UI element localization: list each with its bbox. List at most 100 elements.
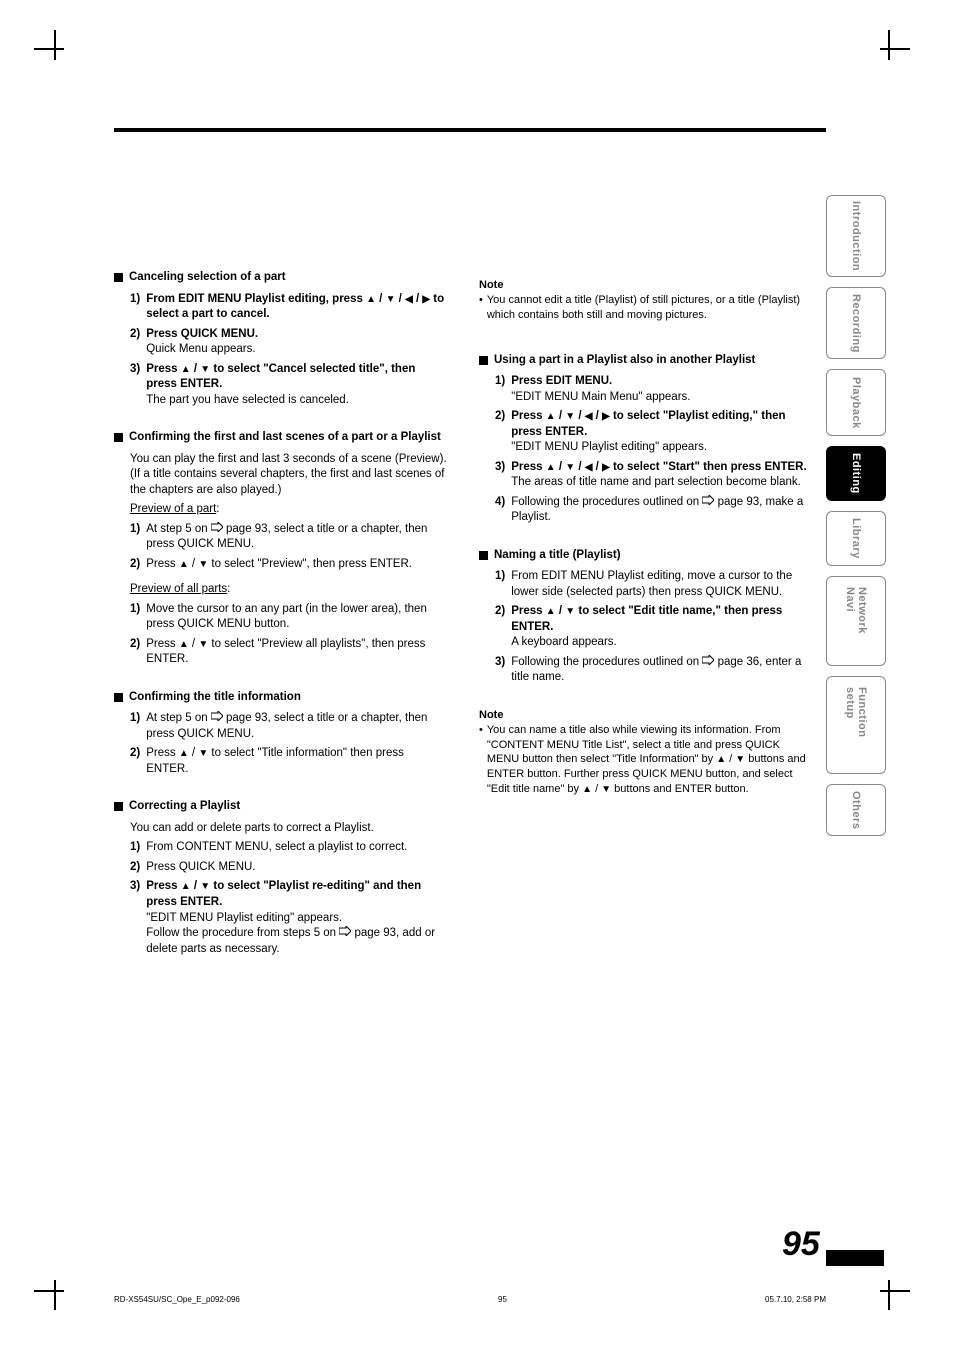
tab-label: Network Navi: [844, 587, 868, 655]
footer-left: RD-XS54SU/SC_Ope_E_p092-096: [114, 1295, 240, 1304]
tab-others[interactable]: Others: [826, 784, 886, 836]
section-confirm-scenes: Confirming the first and last scenes of …: [114, 430, 449, 668]
page-number: 95: [782, 1225, 820, 1264]
tab-library[interactable]: Library: [826, 511, 886, 566]
step-number: 4): [495, 495, 505, 526]
colon: :: [216, 503, 219, 515]
note-heading: Note: [479, 278, 814, 293]
section-naming-title: Naming a title (Playlist) 1) From EDIT M…: [479, 548, 814, 686]
step-number: 1): [495, 374, 505, 405]
step-detail: Quick Menu appears.: [146, 343, 255, 355]
tab-label: Others: [850, 791, 862, 829]
step-detail: A keyboard appears.: [511, 636, 617, 648]
section-cancel-selection: Canceling selection of a part 1) From ED…: [114, 270, 449, 408]
thumb-index: [826, 1250, 884, 1266]
tab-label: Recording: [850, 294, 862, 353]
step-number: 1): [130, 711, 140, 742]
footer-right: 05.7.10, 2:58 PM: [765, 1295, 826, 1304]
page-ref-icon: [339, 926, 351, 936]
step-detail: "EDIT MENU Playlist editing" appears.: [146, 912, 342, 924]
step-text: Following the procedures outlined on: [511, 656, 702, 668]
step-number: 2): [495, 409, 505, 456]
tab-playback[interactable]: Playback: [826, 369, 886, 436]
sub-heading: Preview of all parts: [130, 583, 227, 595]
section-title: Naming a title (Playlist): [494, 548, 621, 564]
step-text: Press: [511, 605, 546, 617]
colon: :: [227, 583, 230, 595]
step-text: Press: [146, 880, 181, 892]
step-text: Move the cursor to an any part (in the l…: [146, 602, 449, 633]
note-text: You can name a title also while viewing …: [487, 723, 814, 797]
step-number: 3): [130, 879, 140, 957]
step-text: From EDIT MENU Playlist editing, move a …: [511, 569, 814, 600]
footer-center: 95: [498, 1295, 507, 1304]
footer: RD-XS54SU/SC_Ope_E_p092-096 95 05.7.10, …: [114, 1295, 826, 1304]
step-number: 2): [130, 557, 140, 573]
left-column: Canceling selection of a part 1) From ED…: [114, 270, 449, 979]
tab-editing[interactable]: Editing: [826, 446, 886, 501]
section-title: Using a part in a Playlist also in anoth…: [494, 353, 755, 369]
arrow-keys-icon: ▲ / ▼: [181, 363, 210, 375]
bullet-icon: [114, 433, 123, 442]
arrow-keys-icon: ▲ / ▼: [181, 880, 210, 892]
step-number: 2): [130, 327, 140, 358]
tab-network-navi[interactable]: Network Navi: [826, 576, 886, 666]
tab-recording[interactable]: Recording: [826, 287, 886, 359]
step-number: 3): [130, 362, 140, 409]
step-text: Press QUICK MENU.: [146, 860, 449, 876]
step-text: From EDIT MENU Playlist editing, press: [146, 293, 366, 305]
bullet-icon: [479, 551, 488, 560]
bullet-dot: •: [479, 723, 483, 797]
step-number: 1): [130, 602, 140, 633]
step-text: At step 5 on: [146, 712, 211, 724]
step-number: 2): [495, 604, 505, 651]
page-ref-icon: [702, 495, 714, 505]
step-text: Press: [511, 410, 546, 422]
section-para: You can play the first and last 3 second…: [114, 452, 449, 499]
step-text: Press: [146, 747, 179, 759]
section-confirm-title-info: Confirming the title information 1) At s…: [114, 690, 449, 778]
section-correct-playlist: Correcting a Playlist You can add or del…: [114, 799, 449, 957]
section-title: Confirming the first and last scenes of …: [129, 430, 441, 446]
section-para: You can add or delete parts to correct a…: [114, 821, 449, 837]
step-text: to select "Preview", then press ENTER.: [208, 558, 412, 570]
section-title: Correcting a Playlist: [129, 799, 240, 815]
arrow-keys-icon: ▲ / ▼ / ◀ / ▶: [366, 293, 430, 305]
step-number: 2): [130, 746, 140, 777]
page-ref-icon: [211, 522, 223, 532]
tab-label: Library: [850, 518, 862, 559]
right-column: Note • You cannot edit a title (Playlist…: [479, 270, 814, 979]
arrow-keys-icon: ▲ / ▼ / ◀ / ▶: [546, 410, 610, 422]
step-detail: Follow the procedure from steps 5 on: [146, 927, 339, 939]
note-heading: Note: [479, 708, 814, 723]
side-tabs: Introduction Recording Playback Editing Libr…: [826, 195, 886, 846]
arrow-keys-icon: ▲ / ▼ / ◀ / ▶: [546, 461, 610, 473]
step-text: Press: [146, 558, 179, 570]
bullet-icon: [479, 356, 488, 365]
step-text: Press EDIT MENU.: [511, 375, 612, 387]
step-text: Press: [146, 638, 179, 650]
step-detail: The areas of title name and part selecti…: [511, 476, 801, 488]
arrow-keys-icon: ▲ / ▼: [179, 558, 208, 570]
section-title: Canceling selection of a part: [129, 270, 286, 286]
tab-function-setup[interactable]: Function setup: [826, 676, 886, 774]
step-detail: "EDIT MENU Main Menu" appears.: [511, 391, 690, 403]
section-title: Confirming the title information: [129, 690, 301, 706]
step-number: 1): [130, 840, 140, 856]
step-text: to select "Start" then press ENTER.: [610, 461, 807, 473]
sub-heading: Preview of a part: [130, 503, 216, 515]
step-number: 3): [495, 655, 505, 686]
arrow-keys-icon: ▲ / ▼: [546, 605, 575, 617]
section-use-part-another-playlist: Using a part in a Playlist also in anoth…: [479, 353, 814, 526]
page-ref-icon: [702, 655, 714, 665]
tab-introduction[interactable]: Introduction: [826, 195, 886, 277]
tab-label: Editing: [850, 453, 862, 494]
step-number: 1): [130, 522, 140, 553]
bullet-icon: [114, 273, 123, 282]
bullet-icon: [114, 693, 123, 702]
tab-label: Playback: [850, 377, 862, 429]
arrow-keys-icon: ▲ / ▼: [179, 638, 208, 650]
step-text: From CONTENT MENU, select a playlist to …: [146, 840, 449, 856]
bullet-icon: [114, 802, 123, 811]
page-ref-icon: [211, 711, 223, 721]
